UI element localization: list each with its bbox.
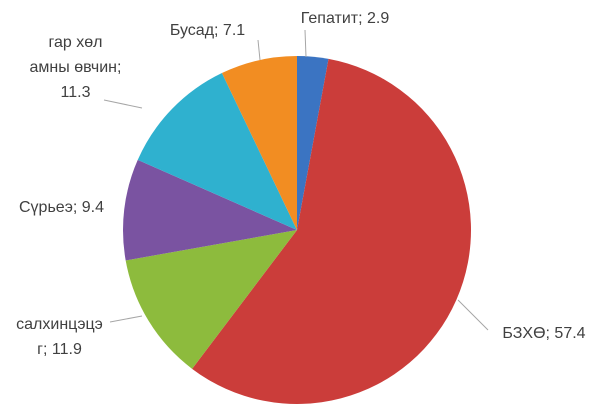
leader-line <box>457 299 489 331</box>
data-label: БЗХӨ; 57.4 <box>502 325 586 342</box>
data-label: Гепатит; 2.9 <box>300 10 390 27</box>
data-label: Бусад; 7.1 <box>169 22 246 39</box>
data-label: гар хөл амны өвчин; 11.3 <box>29 34 122 101</box>
pie-slice <box>297 56 329 230</box>
pie-slice <box>137 73 297 231</box>
data-label: салхинцэцэг; 11.9 <box>16 316 103 358</box>
leader-line <box>304 29 307 58</box>
pie-slice <box>192 58 471 405</box>
data-label: Сүрьеэ; 9.4 <box>19 199 104 216</box>
leader-line <box>257 39 261 61</box>
slices <box>123 56 471 405</box>
leader-line <box>109 315 143 323</box>
pie-slice <box>221 56 297 230</box>
pie-slice <box>125 230 297 369</box>
pie-slice <box>123 159 297 261</box>
leader-line <box>103 99 143 109</box>
